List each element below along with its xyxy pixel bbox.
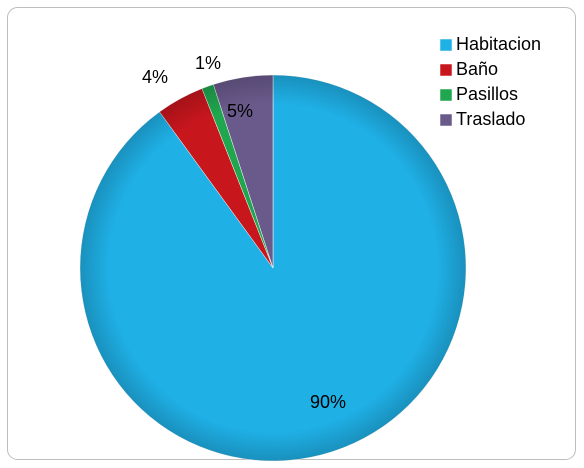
pie [79,74,467,462]
legend-label: Habitacion [456,34,541,54]
data-label: 5% [227,101,253,121]
legend-label: Traslado [456,109,525,129]
labels: 90% 4% 1% 5% [142,53,346,412]
data-label: 90% [310,392,346,412]
legend-swatch [439,88,453,102]
data-label: 1% [195,53,221,73]
data-label: 4% [142,67,168,87]
legend-label: Baño [456,59,498,79]
legend-swatch [439,113,453,127]
legend: Habitacion Baño Pasillos Traslado [439,34,541,129]
legend-label: Pasillos [456,84,518,104]
legend-swatch [439,38,453,52]
legend-swatch [439,63,453,77]
